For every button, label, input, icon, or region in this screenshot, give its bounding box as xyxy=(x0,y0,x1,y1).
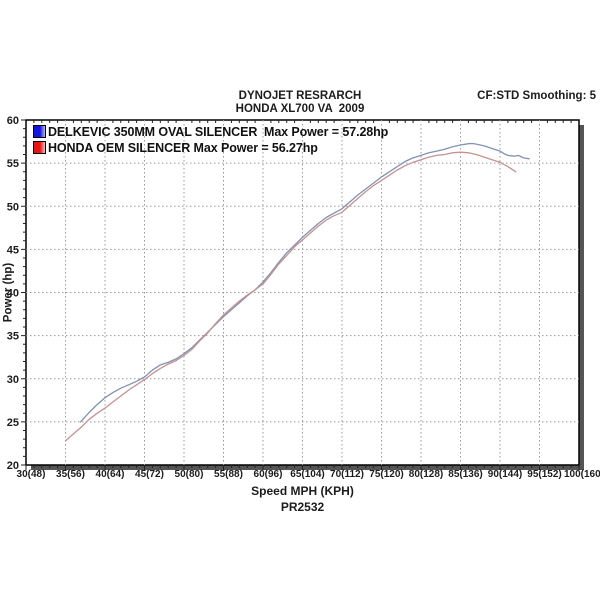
x-tick-label: 95(152) xyxy=(527,469,561,480)
x-tick-label: 50(80) xyxy=(175,469,204,480)
x-tick-label: 100(160) xyxy=(564,469,600,480)
y-tick-label: 20 xyxy=(7,460,19,472)
y-tick-label: 30 xyxy=(7,374,19,386)
chart-title-line2: HONDA XL700 VA 2009 xyxy=(235,103,365,115)
smoothing-note: CF:STD Smoothing: 5 xyxy=(477,90,596,102)
x-tick-label: 90(144) xyxy=(488,469,522,480)
x-tick-label: 85(136) xyxy=(448,469,482,480)
x-tick-label: 70(112) xyxy=(330,469,364,480)
y-tick-label: 25 xyxy=(7,417,19,429)
legend-item-delkevic: DELKEVIC 350MM OVAL SILENCER Max Power =… xyxy=(33,124,388,139)
y-tick-label: 50 xyxy=(7,201,19,213)
x-tick-label: 45(72) xyxy=(135,469,164,480)
y-tick-label: 45 xyxy=(7,244,19,256)
y-axis-title: Power (hp) xyxy=(2,262,15,323)
chart-title-line1: DYNOJET RESRARCH xyxy=(238,90,362,102)
y-tick-label: 55 xyxy=(7,158,19,170)
honda-oem-color-swatch xyxy=(33,141,46,154)
x-tick-label: 55(88) xyxy=(214,469,243,480)
x-tick-label: 80(128) xyxy=(409,469,443,480)
delkevic-color-swatch xyxy=(33,125,46,138)
power-curve-delkevic xyxy=(79,142,530,423)
legend-label-honda-oem: HONDA OEM SILENCER Max Power = 56.27hp xyxy=(48,140,318,155)
run-code: PR2532 xyxy=(280,500,325,514)
legend-label-delkevic: DELKEVIC 350MM OVAL SILENCER Max Power =… xyxy=(48,124,389,139)
x-axis-title: Speed MPH (KPH) xyxy=(251,484,354,498)
y-tick-label: 60 xyxy=(7,115,19,127)
x-tick-label: 30(48) xyxy=(17,469,46,480)
x-tick-label: 75(120) xyxy=(369,469,403,480)
x-tick-label: 35(56) xyxy=(56,469,85,480)
y-tick-label: 40 xyxy=(7,288,19,300)
legend-item-honda-oem: HONDA OEM SILENCER Max Power = 56.27hp xyxy=(33,140,388,155)
x-tick-label: 65(104) xyxy=(290,469,324,480)
power-curve-honda-oem xyxy=(64,151,517,442)
x-tick-label: 60(96) xyxy=(254,469,283,480)
x-tick-label: 40(64) xyxy=(96,469,125,480)
chart-legend: DELKEVIC 350MM OVAL SILENCER Max Power =… xyxy=(33,124,388,156)
y-tick-label: 35 xyxy=(7,331,19,343)
